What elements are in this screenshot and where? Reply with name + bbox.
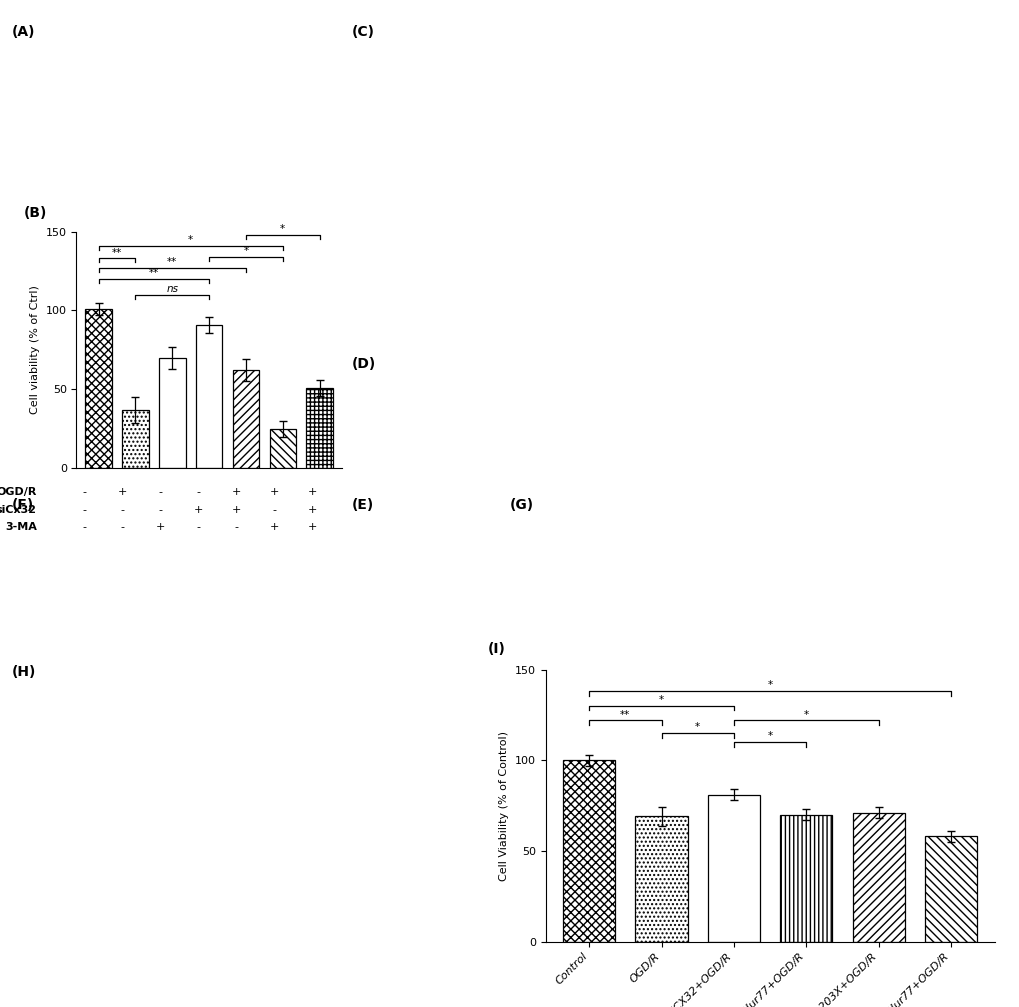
Bar: [196, 324, 222, 468]
Bar: [269, 429, 296, 468]
Text: **: **: [167, 257, 177, 267]
Bar: [86, 309, 112, 468]
Text: +: +: [194, 505, 203, 515]
Text: +: +: [118, 487, 127, 496]
Text: OGD/R: OGD/R: [0, 487, 37, 496]
Bar: [707, 795, 759, 942]
Text: (E): (E): [352, 498, 374, 513]
Text: +: +: [307, 487, 317, 496]
Text: +: +: [307, 523, 317, 533]
Text: (A): (A): [12, 25, 36, 39]
Text: 3-MA: 3-MA: [5, 523, 37, 533]
Text: *: *: [658, 695, 663, 705]
Text: *: *: [187, 235, 193, 245]
Text: -: -: [158, 487, 162, 496]
Text: -: -: [83, 523, 87, 533]
Text: **: **: [620, 710, 630, 719]
Text: -: -: [83, 505, 87, 515]
Text: -: -: [120, 523, 124, 533]
Text: (H): (H): [12, 665, 37, 679]
Text: -: -: [197, 487, 201, 496]
Bar: [852, 813, 904, 942]
Bar: [122, 410, 149, 468]
Bar: [635, 817, 687, 942]
Text: -: -: [272, 505, 276, 515]
Text: **: **: [149, 268, 159, 278]
Text: (C): (C): [352, 25, 375, 39]
Text: (B): (B): [23, 205, 47, 220]
Text: +: +: [231, 487, 240, 496]
Text: *: *: [766, 731, 772, 741]
Text: (G): (G): [510, 498, 534, 513]
Text: +: +: [269, 523, 278, 533]
Text: (D): (D): [352, 357, 376, 372]
Y-axis label: Cell viability (% of Ctrl): Cell viability (% of Ctrl): [31, 286, 40, 414]
Text: -: -: [234, 523, 238, 533]
Text: -: -: [120, 505, 124, 515]
Text: -: -: [197, 523, 201, 533]
Bar: [924, 837, 976, 942]
Text: *: *: [766, 681, 772, 691]
Text: -: -: [158, 505, 162, 515]
Text: *: *: [244, 246, 249, 256]
Bar: [780, 815, 832, 942]
Bar: [306, 388, 332, 468]
Text: ns: ns: [166, 284, 178, 294]
Text: *: *: [280, 224, 285, 234]
Text: -: -: [83, 487, 87, 496]
Text: *: *: [695, 722, 700, 732]
Text: *: *: [803, 710, 808, 719]
Text: siCx32: siCx32: [0, 505, 37, 515]
Text: +: +: [269, 487, 278, 496]
Bar: [562, 760, 614, 942]
Bar: [159, 357, 185, 468]
Text: +: +: [231, 505, 240, 515]
Text: **: **: [112, 248, 122, 258]
Y-axis label: Cell Viability (% of Control): Cell Viability (% of Control): [499, 731, 508, 880]
Text: (F): (F): [12, 498, 35, 513]
Text: (I): (I): [487, 642, 504, 657]
Bar: [232, 371, 259, 468]
Text: +: +: [307, 505, 317, 515]
Text: +: +: [156, 523, 165, 533]
